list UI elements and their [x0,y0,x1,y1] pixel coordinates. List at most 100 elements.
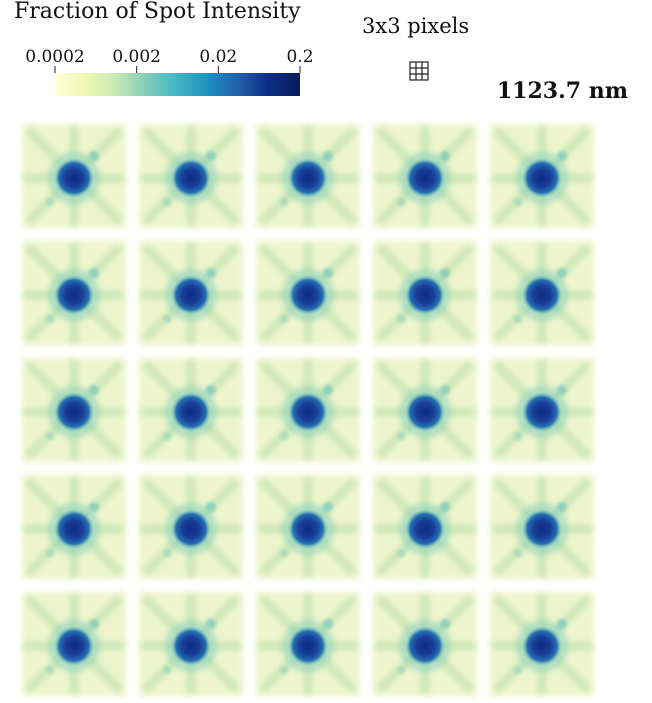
side-lobe [440,619,450,629]
spot-tile [256,592,360,696]
spot-tile [256,475,360,579]
side-lobe [440,151,450,161]
side-lobe [280,432,288,440]
spot-core [171,626,211,666]
side-lobe [163,666,171,674]
spot-tile [22,241,126,345]
side-lobe [323,502,333,512]
spot-tile [22,592,126,696]
side-lobe [397,666,405,674]
spot-tile [139,592,243,696]
spot-core [405,626,445,666]
side-lobe [89,268,99,278]
side-lobe [514,432,522,440]
side-lobe [514,315,522,323]
spot-core [288,158,328,198]
colorbar [55,73,300,96]
spot-core [54,275,94,315]
side-lobe [46,315,54,323]
spot-tile [373,358,477,462]
spot-tile [256,124,360,228]
side-lobe [557,502,567,512]
spot-core [405,275,445,315]
spot-tile [256,358,360,462]
side-lobe [89,619,99,629]
side-lobe [323,385,333,395]
side-lobe [206,502,216,512]
colorbar-tick-label: 0.0002 [25,47,84,67]
side-lobe [206,151,216,161]
side-lobe [89,151,99,161]
side-lobe [89,502,99,512]
spot-core [171,275,211,315]
colorbar-title: Fraction of Spot Intensity [14,0,301,24]
spot-tile [373,124,477,228]
spot-core [522,509,562,549]
side-lobe [514,549,522,557]
side-lobe [397,315,405,323]
spot-core [405,158,445,198]
side-lobe [163,549,171,557]
spot-core [54,509,94,549]
spot-core [522,158,562,198]
side-lobe [514,198,522,206]
side-lobe [163,198,171,206]
side-lobe [514,666,522,674]
side-lobe [46,666,54,674]
colorbar-tick-label: 0.2 [286,47,313,67]
side-lobe [46,549,54,557]
spot-core [54,392,94,432]
spot-core [288,275,328,315]
spot-core [288,509,328,549]
spot-core [171,158,211,198]
side-lobe [323,619,333,629]
side-lobe [440,268,450,278]
side-lobe [557,151,567,161]
spot-core [288,392,328,432]
spot-core [522,275,562,315]
side-lobe [46,432,54,440]
spot-core [171,509,211,549]
spot-tile [139,358,243,462]
spot-tile [256,241,360,345]
wavelength-label: 1123.7 nm [497,78,628,104]
spot-tile [22,475,126,579]
spot-tile [490,358,594,462]
side-lobe [163,315,171,323]
side-lobe [46,198,54,206]
spot-tile [490,241,594,345]
spot-tile [373,241,477,345]
side-lobe [397,432,405,440]
side-lobe [397,549,405,557]
side-lobe [89,385,99,395]
side-lobe [206,268,216,278]
side-lobe [440,502,450,512]
side-lobe [206,385,216,395]
spot-grid [22,124,594,696]
spot-tile [139,124,243,228]
side-lobe [323,151,333,161]
side-lobe [206,619,216,629]
side-lobe [163,432,171,440]
colorbar-tick-label: 0.02 [199,47,237,67]
spot-tile [22,358,126,462]
side-lobe [557,619,567,629]
side-lobe [440,385,450,395]
spot-tile [22,124,126,228]
pixel-label: 3x3 pixels [362,14,469,38]
spot-tile [490,124,594,228]
spot-core [405,392,445,432]
spot-core [522,392,562,432]
side-lobe [557,385,567,395]
spot-core [405,509,445,549]
spot-core [54,158,94,198]
spot-tile [139,241,243,345]
pixel-grid-icon [409,61,429,81]
side-lobe [280,198,288,206]
spot-core [171,392,211,432]
side-lobe [323,268,333,278]
spot-core [522,626,562,666]
spot-core [288,626,328,666]
